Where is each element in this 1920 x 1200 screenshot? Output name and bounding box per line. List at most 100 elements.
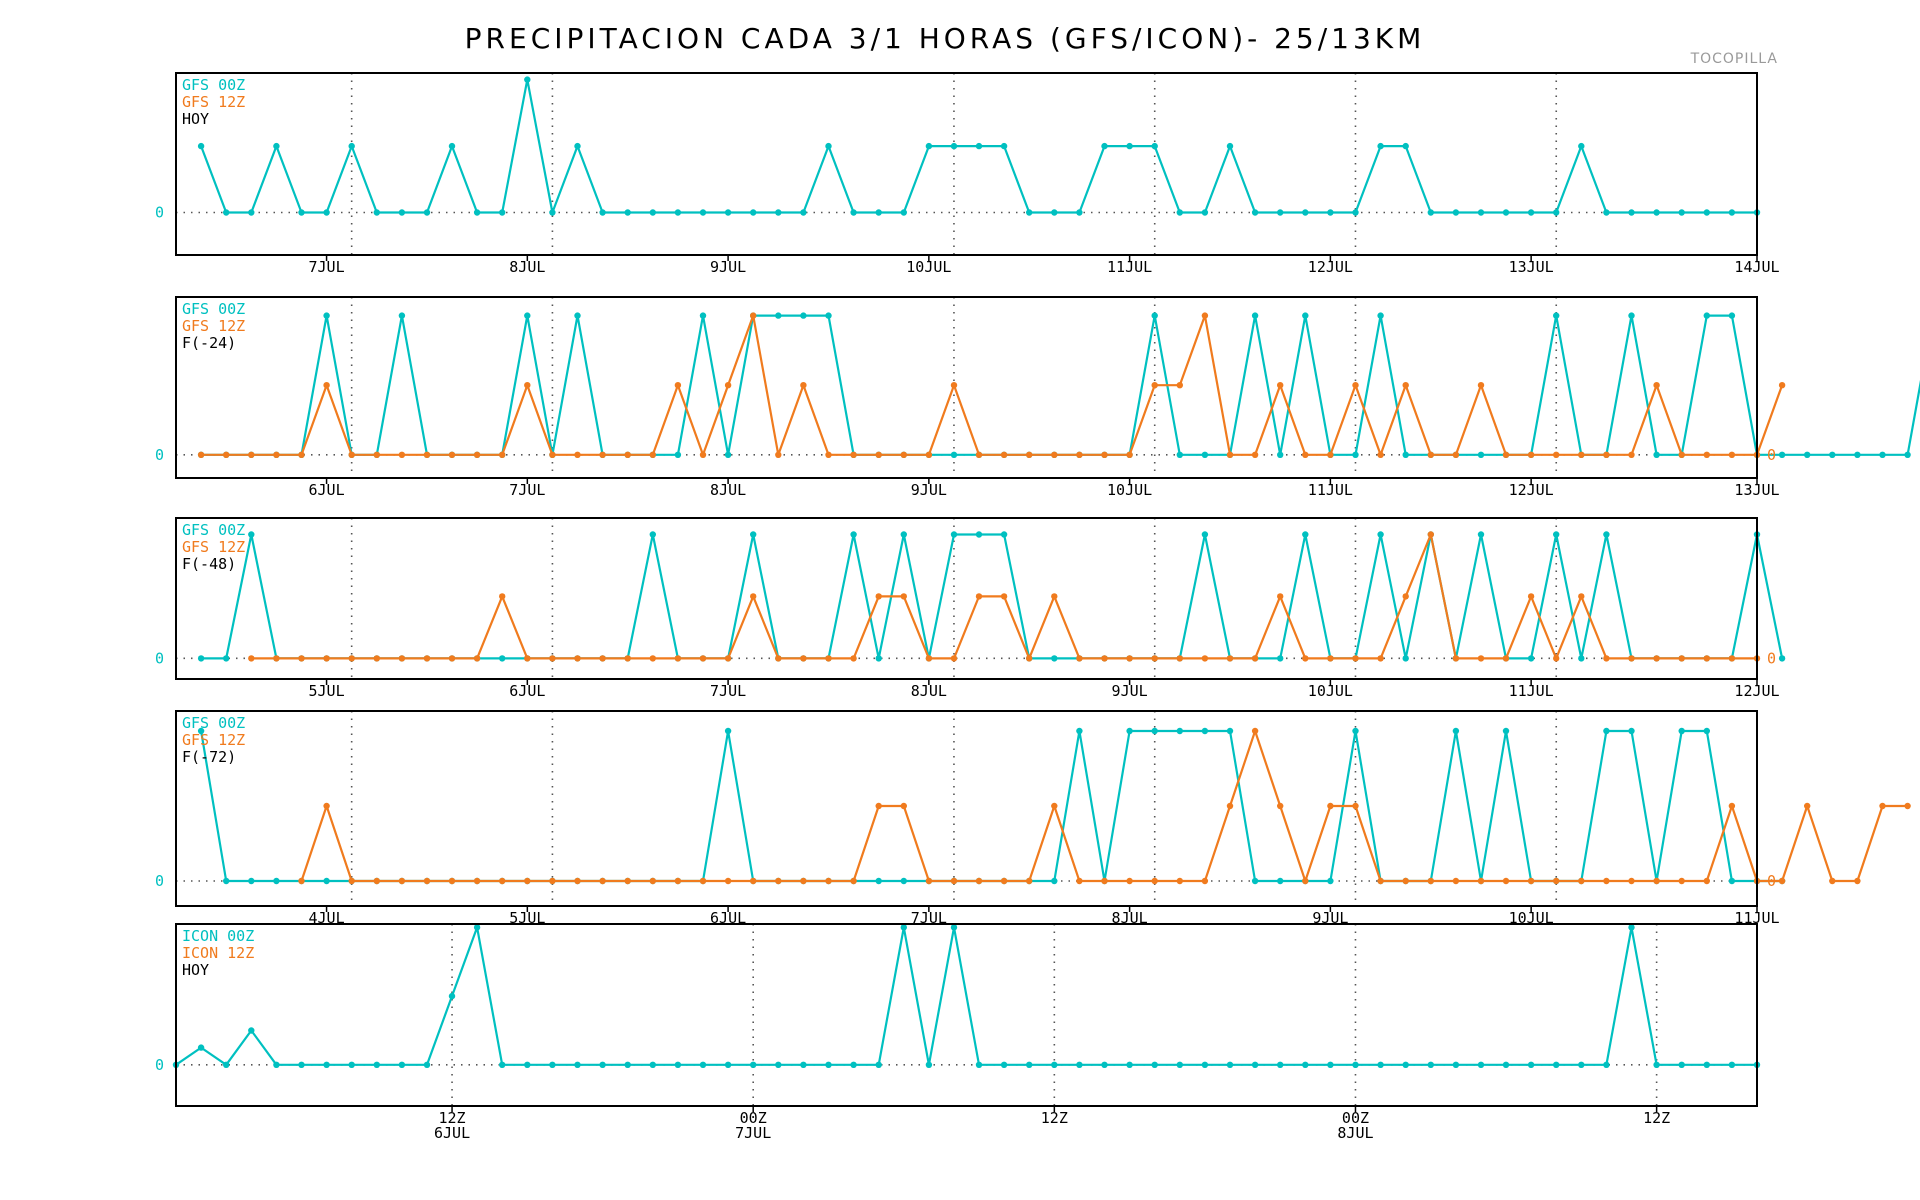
data-point (1452, 655, 1460, 662)
data-point (674, 1061, 682, 1069)
data-point (1603, 209, 1610, 216)
x-tick-label: 9JUL (710, 258, 746, 276)
data-point (1000, 531, 1008, 538)
data-point (1703, 451, 1711, 458)
data-point (423, 877, 431, 885)
data-point (825, 655, 832, 662)
panel-label: HOY (182, 110, 209, 128)
data-point (1553, 1061, 1560, 1069)
location-label: TOCOPILLA (1690, 51, 1778, 67)
data-point (1277, 1061, 1284, 1069)
data-point (875, 451, 882, 458)
data-point (1452, 1061, 1460, 1069)
data-point (1578, 451, 1585, 458)
data-point (1502, 655, 1510, 662)
x-tick-label: 11JUL (1734, 909, 1779, 927)
panel-frame (175, 710, 1758, 907)
data-point (1628, 451, 1635, 458)
data-point (549, 1061, 556, 1069)
data-point (248, 209, 255, 216)
data-point (1377, 142, 1384, 150)
data-point (1201, 727, 1209, 735)
data-point (549, 655, 556, 662)
data-point (248, 877, 255, 885)
data-point (724, 727, 732, 735)
x-tick-label: 8JUL (1112, 909, 1148, 927)
data-point (574, 1061, 581, 1069)
legend-entry-0: GFS 00Z (182, 300, 245, 318)
data-point (524, 1061, 531, 1069)
data-point (1778, 382, 1786, 389)
data-point (1026, 209, 1033, 216)
data-point (1377, 877, 1384, 885)
data-point (1879, 802, 1886, 810)
x-tick-label: 12Z (1041, 1109, 1068, 1127)
data-point (1728, 802, 1736, 810)
data-point (1728, 451, 1736, 458)
data-point (1678, 1061, 1685, 1069)
data-point (1377, 312, 1384, 319)
data-point (1076, 1061, 1083, 1069)
x-tick-label: 11JUL (1308, 481, 1353, 499)
data-point (423, 1061, 431, 1069)
data-point (197, 655, 205, 662)
data-point (223, 209, 230, 216)
data-point (649, 655, 656, 662)
data-point (1427, 877, 1435, 885)
data-point (1176, 382, 1184, 389)
data-point (1302, 655, 1309, 662)
data-point (1000, 593, 1008, 600)
data-point (574, 312, 581, 319)
data-point (1653, 209, 1660, 216)
data-point (298, 451, 305, 458)
data-point (1302, 1061, 1309, 1069)
x-tick-label: 6JUL (434, 1124, 470, 1142)
data-point (248, 531, 255, 538)
data-point (323, 802, 330, 810)
data-point (273, 1061, 280, 1069)
series-line-0 (200, 729, 1783, 883)
data-point (775, 1061, 782, 1069)
data-point (699, 655, 707, 662)
data-point (1653, 382, 1660, 389)
data-point (197, 1044, 205, 1051)
data-point (1352, 802, 1359, 810)
data-point (1678, 727, 1685, 735)
data-point (1051, 209, 1058, 216)
data-point (649, 451, 656, 458)
data-point (724, 451, 732, 458)
data-point (750, 593, 757, 600)
data-point (1603, 1061, 1610, 1069)
data-point (750, 1061, 757, 1069)
y-tick-label-left: 0 (155, 1056, 164, 1074)
data-point (1628, 877, 1635, 885)
data-point (724, 655, 732, 662)
data-point (1477, 1061, 1485, 1069)
data-point (398, 655, 406, 662)
data-point (1352, 382, 1359, 389)
chart-panel-1: 0 7JUL 8JUL 9JUL 10JUL 11JUL 12JUL 13JUL 14JUL GF… (155, 72, 1780, 276)
y-tick-label-left: 0 (155, 203, 164, 221)
data-point (1302, 312, 1309, 319)
legend-entry-1: GFS 12Z (182, 538, 245, 556)
data-point (950, 877, 958, 885)
data-point (1527, 209, 1535, 216)
data-point (1402, 1061, 1409, 1069)
data-point (900, 802, 907, 810)
series-line-0 (201, 314, 1920, 456)
data-point (1527, 655, 1535, 662)
data-point (1452, 209, 1460, 216)
x-tick-label: 9JUL (911, 481, 947, 499)
x-tick-label: 14JUL (1734, 258, 1779, 276)
data-point (524, 877, 531, 885)
data-point (1402, 655, 1409, 662)
data-point (1101, 451, 1108, 458)
data-point (323, 1061, 330, 1069)
data-point (724, 209, 732, 216)
data-point (1553, 312, 1560, 319)
data-point (1728, 655, 1736, 662)
data-point (398, 451, 406, 458)
data-point (1327, 655, 1334, 662)
data-point (1578, 593, 1585, 600)
data-point (699, 312, 707, 319)
